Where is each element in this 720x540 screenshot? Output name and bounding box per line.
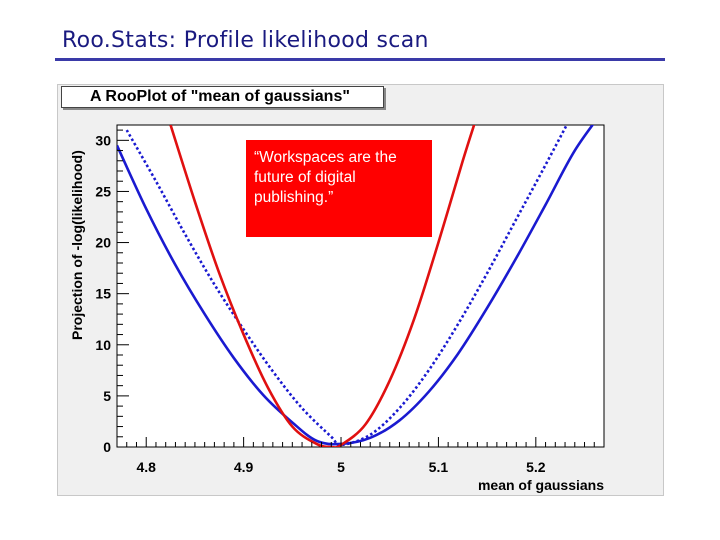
slide-title: Roo.Stats: Profile likelihood scan: [62, 28, 429, 53]
x-tick-label: 5.2: [526, 459, 546, 475]
y-tick-label: 30: [95, 132, 111, 148]
series-curve-3: [169, 125, 476, 447]
y-axis-label: Projection of -log(likelihood): [69, 150, 85, 340]
x-tick-label: 5.1: [429, 459, 449, 475]
series-dotted-curve: [125, 125, 569, 447]
y-tick-label: 10: [95, 337, 111, 353]
y-tick-label: 20: [95, 235, 111, 251]
quote-callout: “Workspaces are the future of digital pu…: [246, 140, 432, 237]
chart-title: A RooPlot of "mean of gaussians": [61, 86, 384, 108]
y-tick-label: 15: [95, 286, 111, 302]
y-tick-label: 5: [103, 388, 111, 404]
x-tick-label: 4.9: [234, 459, 254, 475]
x-tick-label: 4.8: [136, 459, 156, 475]
y-tick-label: 0: [103, 439, 111, 455]
curve-group: [117, 125, 595, 447]
x-axis: 4.8 4.9 5 5.1 5.2: [116, 437, 605, 475]
y-axis: 0 5 10 15 20 25 30: [95, 129, 129, 455]
y-tick-label: 25: [95, 183, 111, 199]
x-tick-label: 5: [337, 459, 345, 475]
x-axis-label: mean of gaussians: [478, 477, 604, 493]
title-divider: [55, 58, 665, 61]
